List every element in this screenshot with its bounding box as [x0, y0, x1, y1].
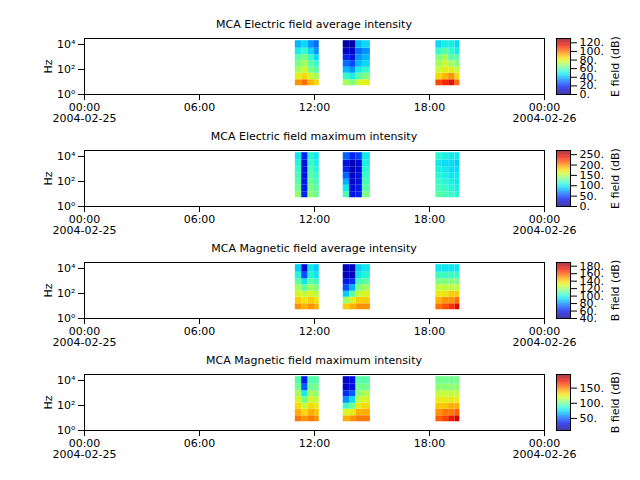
svg-text:80.: 80.	[579, 53, 597, 67]
svg-text:E field (dB): E field (dB)	[609, 36, 622, 97]
svg-text:180.: 180.	[580, 260, 605, 273]
svg-text:10⁰: 10⁰	[57, 424, 76, 437]
svg-text:40.: 40.	[579, 312, 597, 325]
svg-text:Hz: Hz	[42, 395, 55, 409]
svg-text:80.: 80.	[579, 297, 597, 311]
svg-text:10²: 10²	[57, 175, 75, 188]
svg-text:10⁴: 10⁴	[57, 374, 76, 387]
svg-text:00:002004-02-25: 00:002004-02-25	[53, 101, 117, 125]
svg-text:12:00: 12:00	[299, 213, 331, 226]
svg-text:Hz: Hz	[42, 59, 55, 73]
svg-text:12:00: 12:00	[299, 437, 331, 450]
svg-text:06:00: 06:00	[184, 325, 216, 338]
svg-text:10²: 10²	[57, 399, 75, 412]
svg-text:100.: 100.	[579, 179, 604, 193]
svg-text:12:00: 12:00	[299, 101, 331, 114]
html-text:MCA Magnetic field average int: MCA Magnetic field average intensity	[211, 242, 417, 255]
svg-text:50.: 50.	[580, 412, 598, 425]
svg-text:150.: 150.	[579, 168, 604, 182]
svg-text:0.: 0.	[579, 200, 590, 213]
svg-text:0.: 0.	[579, 88, 590, 101]
svg-text:B field (dB): B field (dB)	[609, 372, 622, 433]
svg-text:18:00: 18:00	[414, 437, 446, 450]
svg-text:60.: 60.	[579, 62, 597, 76]
svg-text:00:002004-02-25: 00:002004-02-25	[53, 437, 117, 461]
svg-text:10⁴: 10⁴	[57, 38, 76, 51]
svg-text:150.: 150.	[580, 382, 605, 395]
svg-text:E field (dB): E field (dB)	[609, 148, 622, 209]
svg-text:10⁰: 10⁰	[57, 88, 76, 101]
svg-text:10²: 10²	[57, 63, 75, 76]
svg-text:00:002004-02-26: 00:002004-02-26	[513, 101, 577, 125]
svg-text:00:002004-02-25: 00:002004-02-25	[53, 325, 117, 349]
svg-text:18:00: 18:00	[414, 101, 446, 114]
svg-text:00:002004-02-26: 00:002004-02-26	[513, 325, 577, 349]
svg-text:06:00: 06:00	[184, 213, 216, 226]
svg-text:10⁰: 10⁰	[57, 200, 76, 213]
svg-text:40.: 40.	[579, 70, 597, 84]
svg-text:60.: 60.	[579, 304, 597, 318]
svg-text:00:002004-02-25: 00:002004-02-25	[53, 213, 117, 237]
svg-text:160.: 160.	[579, 267, 604, 281]
svg-text:00:002004-02-26: 00:002004-02-26	[513, 213, 577, 237]
svg-text:Hz: Hz	[42, 283, 55, 297]
svg-text:100.: 100.	[579, 289, 604, 303]
svg-text:10²: 10²	[57, 287, 75, 300]
svg-text:10⁰: 10⁰	[57, 312, 76, 325]
svg-text:140.: 140.	[579, 274, 604, 288]
svg-text:06:00: 06:00	[184, 437, 216, 450]
svg-text:12:00: 12:00	[299, 325, 331, 338]
svg-text:00:002004-02-26: 00:002004-02-26	[513, 437, 577, 461]
html-text:MCA Electric field average int: MCA Electric field average intensity	[216, 18, 412, 31]
svg-text:10⁴: 10⁴	[57, 150, 76, 163]
svg-text:50.: 50.	[579, 189, 597, 203]
html-text:MCA Electric field maximum int: MCA Electric field maximum intensity	[210, 130, 418, 143]
svg-text:Hz: Hz	[42, 171, 55, 185]
svg-text:250.: 250.	[580, 148, 605, 161]
svg-text:120.: 120.	[580, 36, 605, 49]
svg-text:120.: 120.	[579, 282, 604, 296]
html-text:MCA Magnetic field maximum int: MCA Magnetic field maximum intensity	[206, 354, 422, 367]
svg-text:10⁴: 10⁴	[57, 262, 76, 275]
svg-text:100.: 100.	[579, 44, 604, 58]
svg-text:B field (dB): B field (dB)	[609, 260, 622, 321]
svg-text:18:00: 18:00	[414, 325, 446, 338]
svg-text:100.: 100.	[580, 397, 605, 410]
svg-text:06:00: 06:00	[184, 101, 216, 114]
svg-text:20.: 20.	[579, 79, 597, 93]
svg-text:200.: 200.	[579, 158, 604, 172]
svg-text:18:00: 18:00	[414, 213, 446, 226]
